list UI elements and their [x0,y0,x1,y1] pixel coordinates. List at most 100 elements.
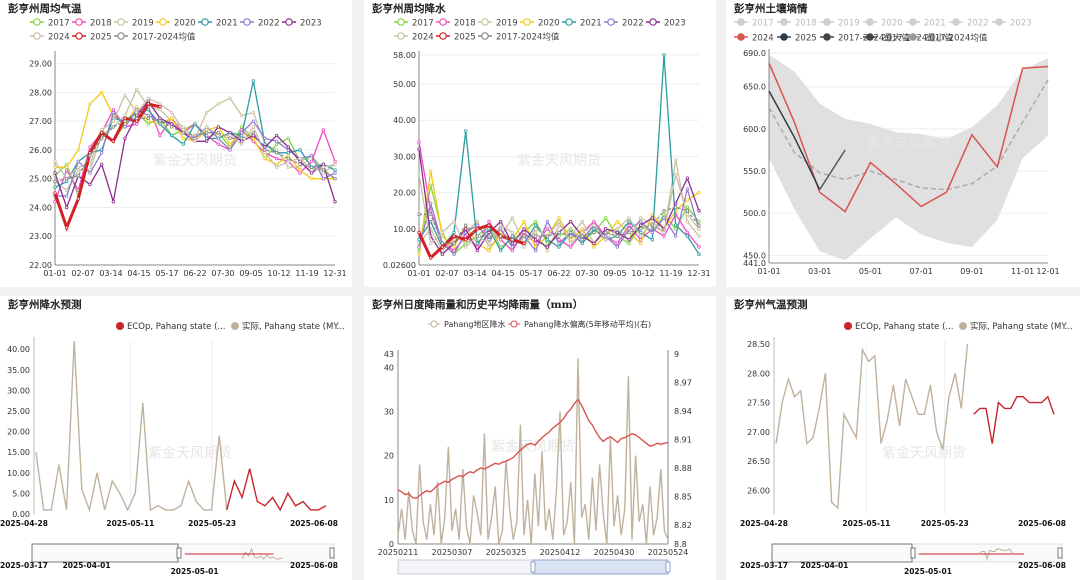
x-tick-label: 09-01 [960,267,983,276]
data-point [440,248,445,253]
zoom-handle-right [665,561,671,573]
legend-label: 2018 [90,19,112,29]
panel-rain-weekly: 彭亨州周均降水 2017 2018 2019 2020 2021 2022 2023 2024… [364,0,716,287]
legend-marker [510,320,518,328]
data-point [88,182,92,187]
data-point [204,125,209,129]
data-point [216,136,221,141]
data-point [111,107,116,112]
legend-marker [159,18,167,26]
data-point [592,219,596,224]
data-point [169,125,174,129]
data-point [592,230,596,235]
data-point [603,238,608,242]
data-point [498,223,503,227]
legend-label: 2017 [752,19,774,29]
legend-label: 2018 [454,19,476,29]
y-tick-label: 22.00 [29,261,52,270]
data-point [251,136,256,141]
data-point [662,209,666,213]
data-point [88,102,92,106]
data-point [53,159,57,164]
data-point [685,230,690,235]
data-point [650,219,655,224]
data-point [697,252,701,256]
data-point [627,216,631,220]
data-point [627,241,631,246]
y-tick-label: 26.00 [747,487,770,496]
data-point [333,176,337,181]
data-point [487,230,491,235]
series-line-Pahang地区降水 [397,358,669,545]
legend-label: 2019 [496,19,518,29]
data-point [123,125,127,129]
x-tick-label: 2025-04-28 [0,519,48,528]
y-tick-label: 28.00 [29,88,52,97]
y-tick-label: 50.00 [393,80,416,89]
y-tick-label: 27.00 [747,428,770,437]
y-tick-label: 23.00 [29,232,52,241]
data-point [99,162,104,167]
data-point [169,110,174,115]
data-point [545,219,550,224]
legend-label: 2017-2024均值 [132,32,196,43]
x-tick-label: 20250412 [540,548,581,557]
legend-marker [959,322,967,330]
data-point [522,219,526,224]
x-tick-label: 01-01 [407,269,430,278]
data-point [673,223,678,227]
data-point [428,209,433,213]
data-point [216,125,221,129]
data-point [111,200,116,204]
data-point [76,165,81,169]
x-tick-label: 01-01 [757,267,780,276]
legend-marker [866,18,874,26]
x-tick-label: 07-01 [910,267,933,276]
data-point [673,172,678,177]
legend-marker [952,18,960,26]
data-point [64,205,69,210]
legend-marker [285,18,293,26]
data-point [111,110,116,115]
data-point [193,139,197,144]
chart-soil-moisture: 2017 2018 2019 2020 2021 2022 2023 2024 2025 2017… [734,18,1060,276]
data-point [440,245,445,249]
data-point [298,168,302,172]
y-tick-label: 0.00 [12,510,30,519]
data-point [463,129,468,133]
legend-label: 2023 [664,19,686,29]
data-point [76,197,81,201]
zoom-label: 2025-05-01 [171,567,219,576]
x-tick-label: 12-31 [687,269,710,278]
data-point [487,241,491,246]
data-point [274,165,279,169]
y-tick-label: 24.00 [29,203,52,212]
data-point [627,223,631,227]
legend-marker [117,18,125,26]
data-point [88,171,92,175]
zoom-label: 2025-03-17 [740,561,788,570]
data-point [298,148,302,152]
data-point [592,227,596,231]
data-point [487,219,491,224]
data-point [417,212,421,217]
data-point [510,245,515,249]
zoom-window [532,559,669,575]
data-point [158,119,162,123]
chart-title: 彭亨州气温预测 [734,299,808,311]
y-left-tick-label: 20 [384,452,394,461]
data-point [580,238,585,242]
x-tick-label: 02-07 [71,269,94,278]
data-point [522,230,526,235]
data-point [533,248,538,253]
data-point [428,219,433,224]
data-point [545,234,550,238]
data-point [321,162,326,167]
data-point [627,219,631,224]
data-point [580,241,585,246]
data-point [333,171,337,175]
legend-label: 2017-2024均值 [924,33,988,44]
data-point [64,176,69,181]
data-point [498,219,503,224]
data-point [673,205,678,209]
